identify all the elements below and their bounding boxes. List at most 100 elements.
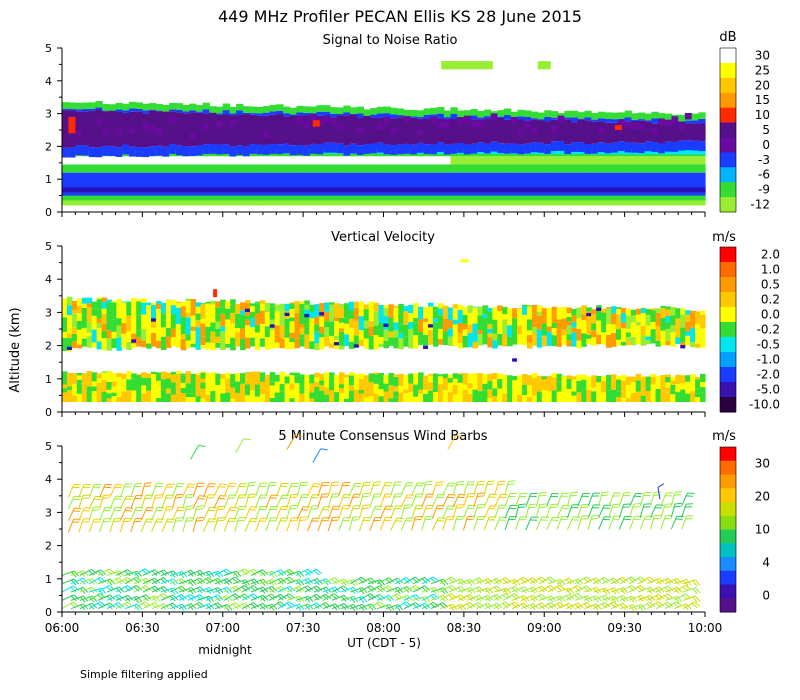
vv-cell <box>640 377 647 385</box>
snr-cell <box>68 187 76 193</box>
snr-cell <box>617 141 626 151</box>
snr-cell <box>276 164 284 173</box>
snr-cell <box>591 172 599 183</box>
vv-cell <box>541 323 548 336</box>
vv-cell <box>343 323 350 335</box>
wind-barb <box>639 516 646 530</box>
wind-barb <box>546 504 552 519</box>
snr-cell <box>463 193 472 201</box>
wind-barb-flag <box>388 577 395 583</box>
snr-cell <box>423 172 431 183</box>
vv-cell <box>249 337 256 342</box>
snr-cell <box>651 172 659 183</box>
wind-barb-flag <box>91 586 98 593</box>
vv-cell <box>428 382 434 391</box>
wind-barb <box>629 516 636 530</box>
vv-cell <box>264 311 271 327</box>
snr-cell <box>611 156 619 165</box>
snr-cell <box>430 187 438 193</box>
vv-cell <box>136 301 142 316</box>
snr-cell <box>537 119 545 121</box>
vv-cell <box>413 373 419 385</box>
wind-barb <box>410 505 417 520</box>
vv-cell <box>294 383 301 391</box>
wind-barb-flag <box>115 578 122 585</box>
vv-cell <box>195 327 202 336</box>
vv-cell <box>324 336 330 347</box>
vv-cell <box>408 328 414 339</box>
barb-colorbar-swatch <box>720 474 736 489</box>
snr-cell <box>222 156 231 165</box>
vv-cell <box>289 342 296 350</box>
wind-barb <box>304 568 317 576</box>
wind-barb-flag <box>649 601 656 608</box>
vv-cell <box>66 324 73 334</box>
snr-cell <box>530 193 539 201</box>
vv-cell <box>596 320 602 335</box>
snr-cell <box>289 193 298 201</box>
wind-barb <box>307 494 314 508</box>
wind-barb-flag <box>628 586 635 592</box>
wind-barb <box>475 587 489 593</box>
snr-cell <box>483 143 492 154</box>
snr-cell <box>437 187 445 193</box>
wind-barb <box>520 577 533 585</box>
wind-barb <box>213 506 219 521</box>
vv-cell <box>700 341 706 348</box>
vv-cell <box>606 377 612 383</box>
vv-cell <box>566 321 573 326</box>
wind-barb <box>475 602 488 610</box>
snr-cell <box>108 109 117 147</box>
wind-barb-flag <box>695 579 701 586</box>
wind-barb <box>504 516 511 531</box>
vv-cell <box>264 376 271 390</box>
wind-barb-flag <box>320 448 328 451</box>
vv-cell <box>289 303 296 309</box>
wind-barb-flag <box>694 587 701 594</box>
vv-cell <box>482 305 488 309</box>
vv-cell <box>462 384 469 390</box>
wind-barb-flag <box>403 578 410 584</box>
snr-cell <box>423 114 431 119</box>
barb-ytick-label: 5 <box>45 440 52 453</box>
vv-cell <box>254 396 261 403</box>
snr-cell <box>441 61 455 70</box>
snr-cell <box>75 109 83 112</box>
snr-cell <box>343 164 351 173</box>
vv-cell <box>324 327 330 337</box>
snr-cell <box>517 187 525 193</box>
snr-cell <box>463 187 472 193</box>
snr-cell <box>698 164 706 173</box>
vv-cell <box>695 323 701 331</box>
vv-cell <box>230 383 236 388</box>
vv-cell <box>457 374 464 383</box>
vv-cell <box>71 327 78 334</box>
vv-cell <box>462 335 469 348</box>
wind-barb-flag <box>602 588 608 595</box>
vv-cell <box>111 375 118 382</box>
vv-colorbar-label: 0.5 <box>761 278 780 292</box>
snr-cell <box>329 142 338 153</box>
wind-barb <box>313 586 327 593</box>
wind-barb-flag <box>186 517 194 519</box>
vv-colorbar-label: -10.0 <box>749 398 780 412</box>
snr-cell <box>309 156 318 165</box>
snr-cell <box>102 187 110 193</box>
wind-barb <box>277 601 290 610</box>
snr-cell <box>597 118 606 122</box>
snr-cell <box>638 187 646 193</box>
wind-barb-flag <box>124 578 131 584</box>
snr-cell <box>370 108 378 115</box>
vv-cell <box>249 327 256 338</box>
snr-cell <box>283 187 291 193</box>
wind-barb <box>466 586 480 593</box>
snr-cell <box>644 200 653 206</box>
vv-cell <box>116 312 122 319</box>
snr-cell <box>416 142 425 153</box>
snr-cell <box>296 115 304 146</box>
snr-cell <box>470 119 478 144</box>
vv-cell <box>254 371 261 379</box>
snr-cell <box>517 156 525 165</box>
wind-barb-flag <box>300 481 308 484</box>
vv-cell <box>259 303 266 311</box>
